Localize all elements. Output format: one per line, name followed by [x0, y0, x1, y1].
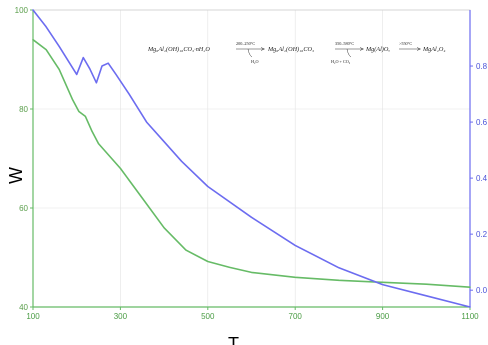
arrow-2-head	[359, 47, 365, 51]
plot-frame	[32, 9, 471, 308]
series-group	[32, 9, 471, 308]
y-left-tick-label: 80	[19, 105, 28, 114]
step-2-temp: 350–580°C	[335, 41, 354, 46]
species-4: MgAl₂O₄	[422, 46, 446, 53]
arrow-1-head	[260, 47, 266, 51]
x-tick-label: 100	[26, 312, 40, 321]
y-right-ticks: 0.0 0.2 0.4 0.6 0.8	[470, 62, 488, 295]
x-axis-label-fragment: T	[228, 334, 239, 345]
x-tick-label: 500	[201, 312, 215, 321]
species-2: Mg₆Al₂(OH)₁₆CO₃	[267, 46, 314, 53]
grid-lines	[32, 9, 471, 308]
y-axis-label-fragment: W	[6, 167, 26, 184]
reaction-annotation: Mg₆Al₂(OH)₁₆CO₃·nH₂O 200–250°C H₂O Mg₆Al…	[147, 41, 446, 64]
x-tick-label: 900	[376, 312, 390, 321]
x-tick-label: 1100	[461, 312, 479, 321]
y-right-tick-label: 0.0	[476, 286, 488, 295]
y-right-tick-label: 0.8	[476, 62, 488, 71]
arrow-2-branch	[346, 48, 352, 58]
step-2-loss: H₂O + CO₂	[331, 59, 351, 64]
x-axis-ticks: 100 300 500 700 900 1100	[26, 307, 479, 321]
x-tick-label: 700	[289, 312, 303, 321]
x-tick-label: 300	[114, 312, 128, 321]
y-right-tick-label: 0.4	[476, 174, 488, 183]
step-1-temp: 200–250°C	[236, 41, 255, 46]
species-1: Mg₆Al₂(OH)₁₆CO₃·nH₂O	[147, 46, 210, 53]
y-left-tick-label: 60	[19, 204, 28, 213]
y-left-tick-label: 100	[15, 6, 29, 15]
arrow-1-branch	[247, 48, 253, 58]
step-1-loss: H₂O	[251, 59, 259, 64]
y-left-ticks: 40 60 80 100	[15, 6, 33, 312]
series-line-tga	[32, 38, 471, 289]
y-right-tick-label: 0.2	[476, 230, 488, 239]
series-line-dtg	[32, 9, 471, 308]
y-right-tick-label: 0.6	[476, 118, 488, 127]
species-3: Mg(Al)Oₓ	[365, 46, 390, 53]
step-3-temp: >550°C	[399, 41, 412, 46]
y-left-tick-label: 40	[19, 303, 28, 312]
arrow-3-head	[416, 47, 422, 51]
